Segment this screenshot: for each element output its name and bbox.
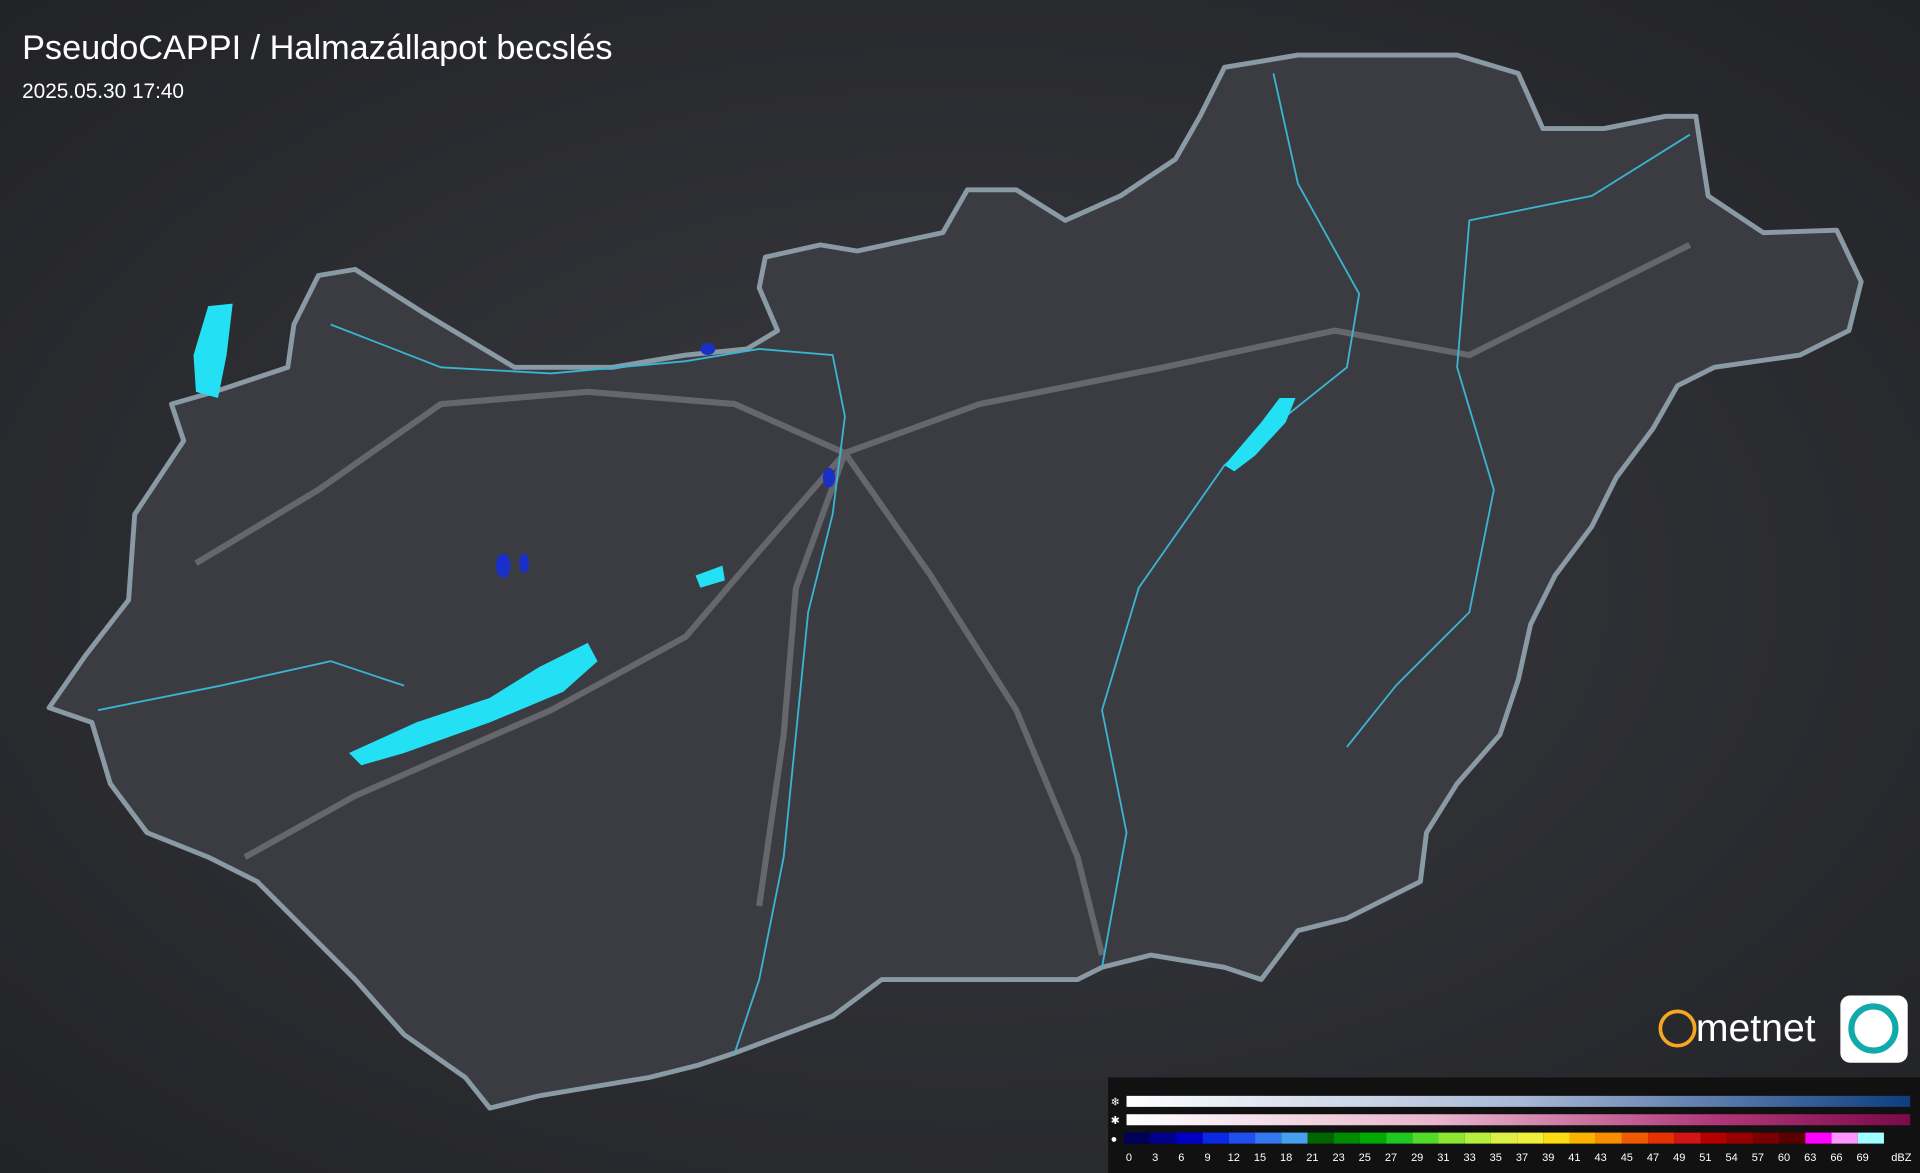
legend-cell	[1228, 1132, 1256, 1144]
road	[843, 242, 1692, 456]
legend-label: 66	[1830, 1152, 1842, 1164]
legend-cell	[1359, 1132, 1387, 1144]
legend-cell	[1517, 1132, 1544, 1144]
legend-label: 39	[1542, 1152, 1554, 1164]
legend-label: 6	[1178, 1152, 1184, 1164]
legend-cell	[1648, 1132, 1675, 1144]
legend-label: 3	[1152, 1152, 1158, 1164]
legend-cell	[1202, 1132, 1229, 1144]
legend-label: 9	[1205, 1152, 1211, 1164]
legend-cell	[1307, 1132, 1334, 1144]
legend-label: 57	[1752, 1152, 1764, 1164]
legend-label: 12	[1228, 1152, 1240, 1164]
logo-text: metnet	[1696, 1007, 1816, 1050]
legend-cell	[1700, 1132, 1727, 1144]
legend-cell	[1805, 1132, 1832, 1144]
legend-cell	[1255, 1132, 1282, 1144]
echo	[495, 553, 511, 578]
legend-cell	[1176, 1132, 1203, 1144]
legend-cell	[1124, 1132, 1151, 1144]
river-raba	[97, 660, 405, 712]
timestamp: 2025.05.30 17:40	[22, 80, 184, 103]
legend-cell	[1412, 1132, 1439, 1144]
legend-label: 49	[1673, 1152, 1685, 1164]
legend-label: 51	[1699, 1152, 1711, 1164]
legend-label: 45	[1621, 1152, 1633, 1164]
echoes	[495, 342, 836, 578]
legend-label: 31	[1437, 1152, 1449, 1164]
legend-cell	[1490, 1132, 1518, 1144]
road	[842, 451, 1106, 956]
legend-label: 54	[1726, 1152, 1738, 1164]
logo-sun	[1658, 1009, 1697, 1048]
legend-cell	[1150, 1132, 1177, 1144]
legend-unit: dBZ	[1891, 1152, 1911, 1164]
echo	[519, 553, 530, 574]
legend-label: 18	[1280, 1152, 1292, 1164]
legend-cell	[1779, 1132, 1806, 1144]
river-east	[1346, 133, 1691, 748]
lake-velence	[695, 565, 725, 588]
lake-balaton	[349, 642, 598, 766]
legend-cell	[1831, 1132, 1858, 1144]
lakes	[193, 303, 1296, 766]
river-danube	[330, 323, 846, 1054]
country-area	[46, 52, 1864, 1111]
river-tisza	[1101, 73, 1361, 968]
legend-label: 27	[1385, 1152, 1397, 1164]
mixed-icon: ✱	[1111, 1115, 1120, 1127]
lake-tisza	[1224, 397, 1296, 472]
legend-cell	[1752, 1132, 1780, 1144]
legend-label: 0	[1126, 1152, 1132, 1164]
legend-label: 43	[1594, 1152, 1606, 1164]
legend-label: 69	[1857, 1152, 1869, 1164]
road	[194, 388, 847, 566]
legend-cell	[1621, 1132, 1649, 1144]
echo	[822, 467, 836, 488]
rivers	[97, 73, 1691, 1054]
echo	[700, 342, 716, 356]
legend-cell	[1595, 1132, 1622, 1144]
rain-icon: ●	[1111, 1133, 1118, 1145]
legend-cell	[1857, 1132, 1884, 1144]
road	[243, 451, 848, 860]
legend-label: 63	[1804, 1152, 1816, 1164]
legend-label: 15	[1254, 1152, 1266, 1164]
legend-cell	[1333, 1132, 1360, 1144]
logo: metnet	[1658, 995, 1908, 1063]
snow-icon: ❄	[1111, 1097, 1120, 1109]
legend-label: 37	[1516, 1152, 1528, 1164]
legend-label: 60	[1778, 1152, 1790, 1164]
title: PseudoCAPPI / Halmazállapot becslés	[22, 29, 612, 67]
legend-label: 25	[1359, 1152, 1371, 1164]
legend-label: 21	[1306, 1152, 1318, 1164]
legend-label: 33	[1463, 1152, 1475, 1164]
legend: ❄ ✱ ● 0 3 6 9 12 15 18 21 23 25 27 29 31 33 35 37 39 41 43…	[1108, 1077, 1920, 1173]
legend-cell	[1281, 1132, 1308, 1144]
legend-label: 35	[1490, 1152, 1502, 1164]
legend-cell	[1569, 1132, 1596, 1144]
legend-cell	[1386, 1132, 1413, 1144]
snow-scale	[1126, 1095, 1911, 1107]
legend-cell	[1438, 1132, 1465, 1144]
legend-cell	[1543, 1132, 1570, 1144]
roads	[194, 242, 1692, 956]
legend-cell	[1726, 1132, 1753, 1144]
lake-ferto	[193, 303, 233, 398]
legend-label: 41	[1568, 1152, 1580, 1164]
road	[756, 451, 848, 907]
legend-label: 29	[1411, 1152, 1423, 1164]
legend-cell	[1464, 1132, 1491, 1144]
mixed-scale	[1126, 1114, 1911, 1126]
logo-swirl	[1848, 1003, 1899, 1054]
legend-label: 23	[1332, 1152, 1344, 1164]
legend-label: 47	[1647, 1152, 1659, 1164]
legend-cell	[1674, 1132, 1701, 1144]
